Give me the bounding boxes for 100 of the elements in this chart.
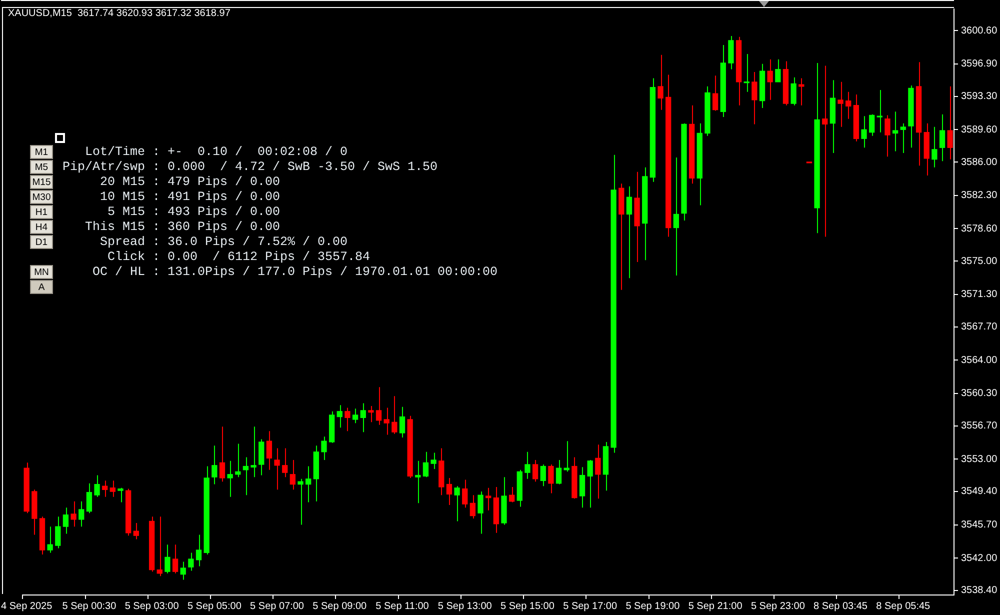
- candlestick: [384, 407, 390, 436]
- x-tick-label: 5 Sep 17:00: [563, 600, 618, 612]
- candlestick: [219, 426, 226, 482]
- candlestick: [838, 81, 844, 128]
- candlestick: [712, 75, 718, 112]
- candlestick: [258, 438, 264, 476]
- candlestick: [399, 406, 406, 438]
- y-tick-label: 3600.60: [961, 25, 998, 36]
- candlestick: [524, 451, 530, 480]
- candlestick: [532, 459, 538, 482]
- y-tick-label: 3556.70: [961, 420, 998, 432]
- candlestick: [884, 114, 890, 158]
- y-tick-label: 3578.60: [961, 223, 998, 234]
- annotation: 10 M15 : 491 Pips / 0.00: [100, 190, 280, 205]
- candlestick: [846, 91, 852, 120]
- y-tick-label: 3538.40: [961, 585, 998, 596]
- annotation: 5 M15 : 493 Pips / 0.00: [107, 205, 280, 220]
- candlestick: [242, 456, 249, 496]
- y-tick-label: 3549.40: [961, 486, 998, 498]
- y-tick-label: 3593.30: [961, 91, 998, 102]
- annotation: Spread : 36.0 Pips / 7.52% / 0.00: [100, 235, 348, 250]
- candlestick: [556, 459, 562, 485]
- candlestick: [70, 500, 76, 528]
- candlestick: [156, 516, 162, 577]
- candlestick: [728, 36, 734, 70]
- x-tick-label: 5 Sep 03:00: [124, 600, 180, 612]
- candlestick: [368, 405, 374, 423]
- candlestick: [861, 116, 867, 148]
- candlestick: [306, 466, 312, 503]
- candlestick: [939, 114, 946, 162]
- y-tick-label: 3575.00: [961, 256, 998, 267]
- candlestick: [422, 451, 429, 478]
- candlestick: [94, 474, 100, 498]
- candlestick: [478, 490, 484, 534]
- annotation: H1: [30, 205, 53, 219]
- candlestick: [462, 479, 468, 508]
- candlestick: [180, 561, 186, 580]
- candlestick: [892, 111, 898, 152]
- candlestick: [595, 444, 601, 500]
- annotation: Pip/Atr/swp : 0.000 / 4.72 / SwB -3.50 / SwS 1.50: [62, 160, 438, 175]
- annotation: OC / HL : 131.0Pips / 177.0 Pips / 1970.01.01 00:00:00: [92, 265, 498, 280]
- y-tick-label: 3545.70: [961, 520, 998, 531]
- candlestick: [250, 426, 256, 478]
- x-tick-label: 8 Sep 03:45: [814, 600, 868, 612]
- candlestick: [790, 76, 796, 106]
- candlestick: [822, 65, 828, 238]
- y-tick-label: 3553.00: [961, 454, 998, 465]
- candlestick: [352, 408, 358, 424]
- candlestick: [78, 500, 84, 528]
- candlestick: [486, 487, 492, 511]
- candlestick: [212, 445, 218, 485]
- annotation: This M15 : 360 Pips / 0.00: [84, 220, 280, 235]
- candlestick: [587, 459, 593, 508]
- candlestick: [767, 58, 773, 100]
- annotation: M5: [30, 160, 53, 174]
- candlestick: [932, 126, 938, 168]
- candlestick: [360, 402, 366, 433]
- candlestick: [446, 477, 452, 506]
- annotation: H4: [30, 220, 53, 234]
- candlestick: [118, 487, 124, 503]
- candlestick: [947, 86, 953, 160]
- y-tick-label: 3596.90: [961, 58, 998, 70]
- candlestick: [321, 436, 327, 460]
- y-tick-label: 3542.00: [961, 552, 998, 564]
- candlestick: [110, 480, 116, 498]
- y-tick-label: 3582.30: [961, 190, 998, 202]
- candlestick: [564, 440, 570, 472]
- candlestick: [227, 460, 233, 498]
- annotation: M15: [30, 175, 53, 189]
- x-tick-label: 5 Sep 00:30: [62, 600, 117, 612]
- y-tick-label: 3589.60: [961, 124, 998, 136]
- y-tick-label: 3571.30: [961, 289, 998, 300]
- x-tick-label: 4 Sep 2025: [1, 600, 53, 612]
- x-tick-label: 5 Sep 09:00: [312, 600, 368, 612]
- candlestick: [274, 448, 280, 490]
- candlestick: [392, 396, 398, 434]
- candlestick: [775, 58, 781, 82]
- candlestick: [266, 430, 272, 470]
- candlestick: [298, 478, 304, 526]
- candlestick: [86, 482, 92, 514]
- candlestick: [133, 522, 139, 540]
- candlestick: [752, 72, 758, 125]
- y-tick-label: 3586.00: [961, 156, 998, 168]
- candlestick: [579, 466, 586, 508]
- candlestick: [540, 464, 546, 487]
- x-tick-label: 5 Sep 07:00: [250, 600, 304, 612]
- annotation: 20 M15 : 479 Pips / 0.00: [100, 175, 280, 190]
- candlestick: [55, 516, 61, 549]
- candlestick: [336, 404, 342, 428]
- candlestick: [47, 526, 53, 554]
- annotation: D1: [30, 235, 53, 249]
- y-tick-label: 3564.00: [961, 354, 998, 366]
- x-tick-label: 5 Sep 19:00: [626, 600, 680, 612]
- annotation: M30: [30, 190, 53, 204]
- x-tick-label: 8 Sep 05:45: [876, 600, 931, 612]
- chart-title: XAUUSD,M15 3617.74 3620.93 3617.32 3618.97: [8, 8, 230, 19]
- x-tick-label: 5 Sep 05:00: [187, 600, 242, 612]
- annotation: MN: [30, 265, 53, 279]
- candlestick: [470, 494, 476, 519]
- candlestick: [430, 452, 436, 470]
